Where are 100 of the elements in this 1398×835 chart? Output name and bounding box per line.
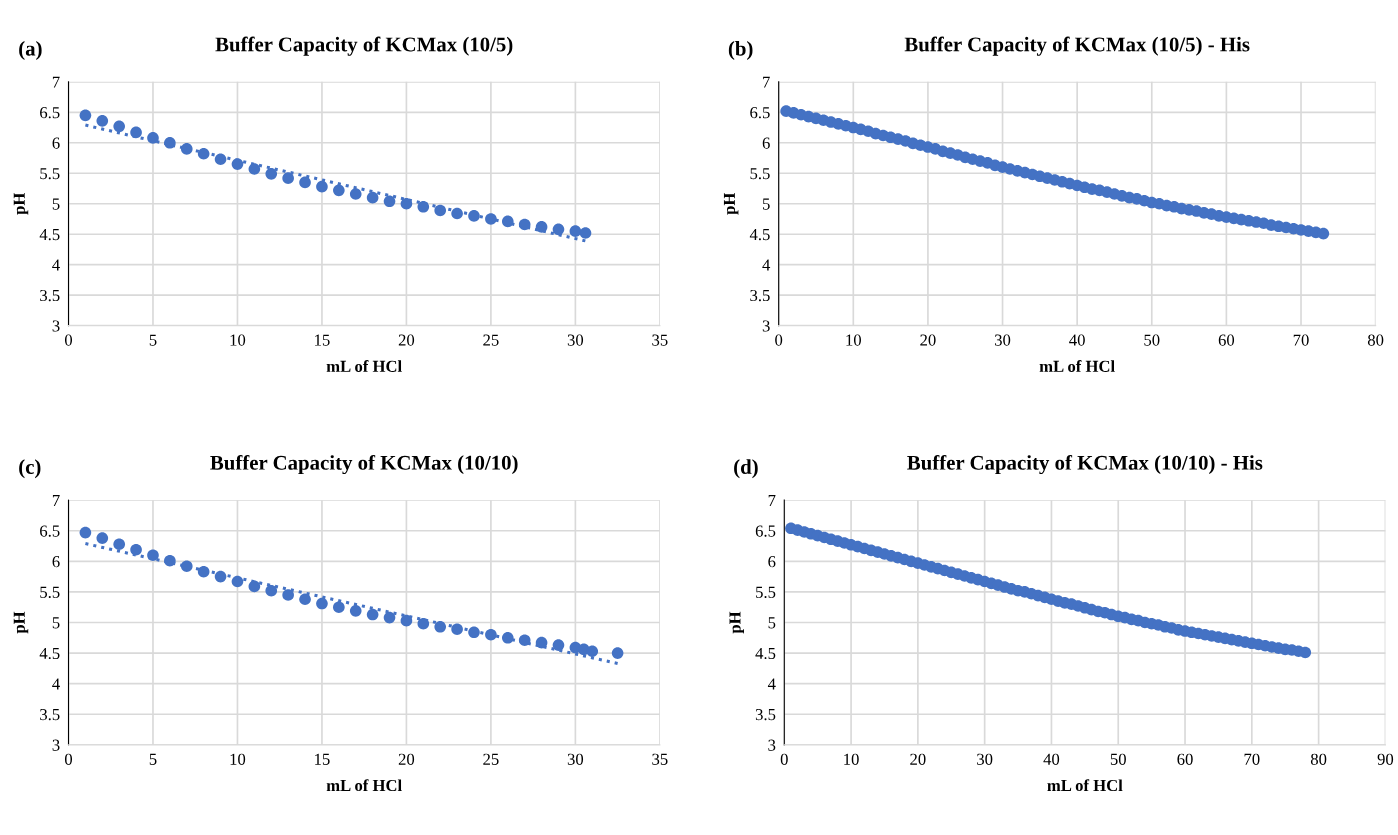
point: [96, 115, 109, 127]
point: [197, 147, 210, 160]
x-tick-label: 30: [567, 753, 584, 765]
point: [282, 589, 294, 601]
x-tick-label: 5: [149, 334, 157, 346]
y-tick-label: 4.5: [39, 647, 60, 660]
x-tick-label: 20: [920, 334, 936, 346]
x-tick-label: 20: [398, 334, 415, 346]
point: [518, 634, 531, 647]
text: (d): [734, 459, 758, 479]
point: [197, 565, 210, 578]
point: [180, 143, 193, 155]
y-tick-label: 4: [52, 259, 60, 271]
point: [231, 575, 244, 588]
point: [383, 195, 396, 208]
point: [501, 631, 514, 644]
point: [366, 191, 379, 204]
x-tick-label: 10: [844, 753, 859, 765]
point: [248, 163, 261, 175]
point: [518, 218, 531, 231]
point: [451, 207, 463, 220]
point: [79, 526, 92, 539]
point: [113, 538, 125, 551]
y-tick-label: 5.5: [750, 168, 770, 180]
y-tick-label: 4: [762, 259, 771, 271]
y-tick-label: 5: [762, 198, 770, 210]
x-axis-title: mL of HCl: [1047, 779, 1123, 792]
x-axis-title: mL of HCl: [1039, 360, 1115, 372]
y-tick-label: 4.5: [749, 229, 770, 241]
x-tick-label: 0: [64, 334, 73, 346]
y-tick-label: 4: [52, 678, 60, 690]
point: [79, 109, 92, 122]
y-tick-label: 3: [762, 320, 770, 332]
y-tick-label: 6: [762, 137, 770, 149]
point: [214, 153, 227, 166]
chart-title: Buffer Capacity of KCMax (10/5): [215, 36, 513, 56]
point: [501, 215, 514, 228]
x-tick-label: 50: [1110, 753, 1126, 765]
point: [130, 126, 142, 139]
point: [333, 601, 345, 614]
point: [299, 176, 311, 189]
point: [164, 554, 176, 567]
y-tick-label: 6: [52, 556, 60, 568]
x-tick-label: 90: [1377, 753, 1394, 765]
x-tick-label: 40: [1069, 334, 1085, 346]
x-tick-label: 20: [398, 753, 415, 765]
y-tick-label: 3.5: [755, 708, 776, 721]
point: [316, 180, 328, 193]
y-tick-label: 6.5: [750, 107, 770, 119]
y-tick-label: 5: [52, 198, 60, 210]
y-tick-label: 5.5: [40, 168, 60, 180]
x-tick-label: 30: [567, 334, 584, 346]
x-tick-label: 25: [483, 753, 499, 765]
point: [349, 188, 362, 200]
x-tick-label: 15: [315, 753, 330, 765]
x-tick-label: 10: [230, 753, 246, 765]
chart-title: Buffer Capacity of KCMax (10/5) - His: [904, 36, 1250, 56]
x-tick-label: 5: [149, 753, 157, 765]
point: [417, 200, 430, 213]
chart-title: Buffer Capacity of KCMax (10/10): [210, 454, 518, 475]
point: [383, 611, 396, 624]
y-tick-label: 6.5: [755, 525, 776, 537]
y-tick-label: 3: [52, 320, 60, 332]
x-tick-label: 10: [846, 334, 861, 346]
y-axis-title: pH: [723, 192, 739, 215]
y-tick-label: 3.5: [40, 289, 60, 302]
y-tick-label: 6.5: [40, 107, 60, 119]
point: [468, 626, 480, 639]
point: [265, 168, 278, 180]
y-tick-label: 3: [768, 739, 776, 751]
y-tick-label: 5: [768, 617, 776, 629]
point: [535, 636, 548, 649]
point: [400, 197, 413, 210]
y-tick-label: 5.5: [40, 586, 60, 598]
point: [579, 227, 592, 239]
point: [434, 204, 447, 217]
y-tick-label: 3: [52, 739, 60, 751]
x-tick-label: 40: [1043, 753, 1060, 765]
x-tick-label: 0: [64, 753, 73, 765]
x-tick-label: 35: [652, 334, 668, 346]
point: [611, 647, 624, 659]
point: [451, 623, 463, 636]
point: [231, 158, 244, 170]
x-tick-label: 70: [1244, 753, 1260, 765]
y-tick-label: 3.5: [40, 708, 60, 721]
x-tick-label: 80: [1367, 334, 1384, 346]
point: [552, 639, 565, 651]
point: [400, 614, 413, 627]
x-tick-label: 60: [1218, 334, 1235, 346]
x-tick-label: 25: [483, 334, 499, 346]
text: (a): [19, 40, 42, 60]
point: [586, 645, 599, 658]
point: [535, 221, 548, 233]
x-tick-label: 50: [1144, 334, 1160, 346]
point: [434, 620, 447, 633]
y-tick-label: 4: [767, 678, 776, 690]
y-tick-label: 5: [52, 617, 60, 629]
x-axis-title: mL of HCl: [326, 779, 402, 792]
point: [282, 172, 294, 184]
x-tick-label: 70: [1293, 334, 1309, 346]
